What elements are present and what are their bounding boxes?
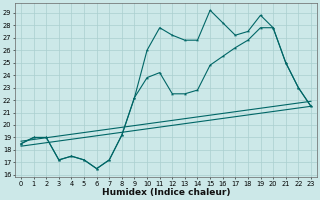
X-axis label: Humidex (Indice chaleur): Humidex (Indice chaleur) <box>102 188 230 197</box>
